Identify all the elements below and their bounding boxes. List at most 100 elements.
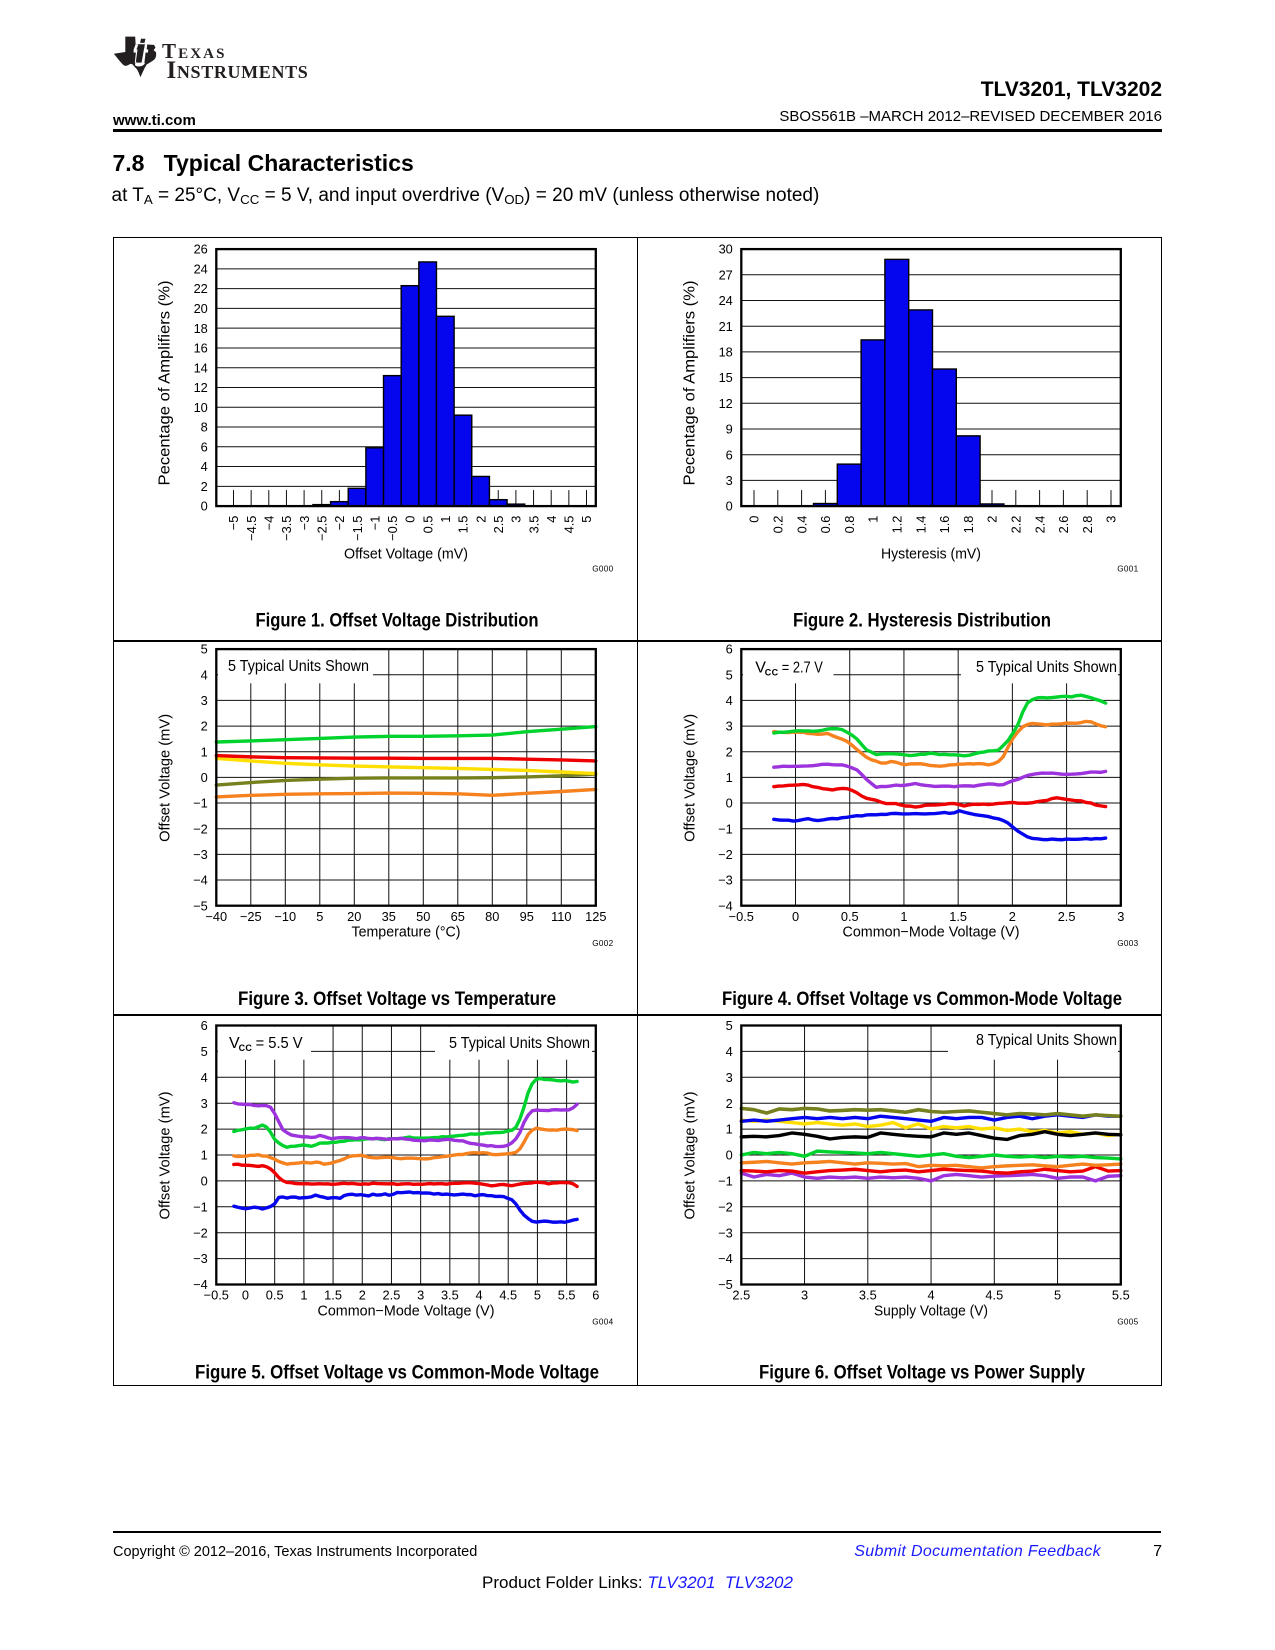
svg-text:0: 0: [201, 770, 208, 785]
svg-text:G004: G004: [592, 1318, 613, 1327]
svg-text:Offset Voltage (mV): Offset Voltage (mV): [344, 547, 468, 563]
svg-text:16: 16: [194, 341, 208, 356]
svg-text:Pecentage of Amplifiers (%): Pecentage of Amplifiers (%): [157, 281, 174, 486]
svg-text:5 Typical Units Shown: 5 Typical Units Shown: [449, 1035, 590, 1052]
svg-text:Figure 4. Offset Voltage vs Co: Figure 4. Offset Voltage vs Common-Mode …: [722, 989, 1122, 1010]
svg-text:1.5: 1.5: [949, 909, 967, 924]
svg-text:−4.5: −4.5: [244, 516, 259, 541]
svg-text:1: 1: [866, 516, 881, 523]
svg-text:−4: −4: [193, 1277, 208, 1292]
svg-text:3: 3: [417, 1288, 424, 1303]
svg-text:6: 6: [201, 1018, 208, 1033]
svg-text:−2.5: −2.5: [314, 516, 329, 541]
svg-text:2.8: 2.8: [1080, 516, 1095, 534]
svg-text:0: 0: [747, 516, 762, 523]
svg-text:−3: −3: [193, 1251, 208, 1266]
svg-text:Common−Mode Voltage (V): Common−Mode Voltage (V): [843, 925, 1020, 941]
svg-text:0: 0: [726, 499, 733, 514]
svg-text:−1: −1: [718, 1174, 733, 1189]
svg-text:Supply Voltage (V): Supply Voltage (V): [874, 1304, 988, 1320]
svg-text:0.4: 0.4: [794, 516, 809, 534]
svg-text:22: 22: [194, 281, 208, 296]
svg-text:5: 5: [726, 667, 733, 682]
svg-text:14: 14: [194, 360, 208, 375]
svg-text:−2: −2: [718, 1199, 733, 1214]
svg-text:4: 4: [475, 1288, 482, 1303]
svg-text:−2: −2: [193, 821, 208, 836]
svg-text:V: V: [755, 659, 766, 676]
svg-text:Offset Voltage (mV): Offset Voltage (mV): [683, 714, 699, 842]
svg-text:−0.5: −0.5: [204, 1288, 229, 1303]
svg-text:2: 2: [201, 719, 208, 734]
svg-text:5.5: 5.5: [558, 1288, 576, 1303]
svg-text:8 Typical Units Shown: 8 Typical Units Shown: [976, 1032, 1117, 1049]
svg-text:2: 2: [359, 1288, 366, 1303]
svg-text:21: 21: [719, 319, 733, 334]
svg-text:Figure 1. Offset Voltage Distr: Figure 1. Offset Voltage Distribution: [256, 611, 539, 632]
svg-text:50: 50: [416, 909, 430, 924]
svg-text:G002: G002: [592, 939, 613, 948]
svg-text:20: 20: [194, 301, 208, 316]
svg-text:= 5.5 V: = 5.5 V: [256, 1035, 303, 1052]
svg-text:2.5: 2.5: [732, 1288, 750, 1303]
svg-text:80: 80: [485, 909, 499, 924]
svg-text:1: 1: [726, 1122, 733, 1137]
svg-text:110: 110: [551, 909, 571, 924]
svg-text:3: 3: [801, 1288, 808, 1303]
svg-text:−5: −5: [718, 1277, 733, 1292]
svg-text:26: 26: [194, 242, 208, 257]
svg-text:4: 4: [201, 459, 208, 474]
svg-text:4: 4: [927, 1288, 934, 1303]
svg-text:5: 5: [579, 516, 594, 523]
svg-text:3: 3: [726, 719, 733, 734]
svg-text:Figure 6. Offset Voltage vs Po: Figure 6. Offset Voltage vs Power Supply: [759, 1363, 1085, 1384]
svg-text:−3.5: −3.5: [279, 516, 294, 541]
svg-text:2: 2: [201, 1122, 208, 1137]
svg-text:4: 4: [201, 1070, 208, 1085]
svg-text:−3: −3: [193, 847, 208, 862]
svg-text:−5: −5: [193, 898, 208, 913]
svg-text:G000: G000: [592, 565, 613, 574]
svg-text:4.5: 4.5: [985, 1288, 1003, 1303]
svg-text:0.8: 0.8: [842, 516, 857, 534]
svg-text:2: 2: [201, 479, 208, 494]
svg-text:4: 4: [726, 1044, 733, 1059]
svg-text:1: 1: [900, 909, 907, 924]
svg-text:24: 24: [719, 293, 733, 308]
svg-text:4.5: 4.5: [499, 1288, 517, 1303]
svg-text:0: 0: [201, 1174, 208, 1189]
svg-text:15: 15: [719, 370, 733, 385]
svg-text:−40: −40: [205, 909, 227, 924]
svg-text:2.4: 2.4: [1032, 516, 1047, 534]
svg-text:1: 1: [438, 516, 453, 523]
svg-text:20: 20: [347, 909, 361, 924]
svg-text:0.5: 0.5: [841, 909, 859, 924]
svg-text:−1: −1: [193, 1199, 208, 1214]
svg-text:3: 3: [1104, 516, 1119, 523]
svg-text:−0.5: −0.5: [729, 909, 754, 924]
svg-text:3: 3: [201, 1096, 208, 1111]
svg-text:5.5: 5.5: [1112, 1288, 1130, 1303]
svg-text:1.6: 1.6: [937, 516, 952, 534]
svg-text:G003: G003: [1117, 939, 1138, 948]
svg-text:4: 4: [726, 693, 733, 708]
svg-text:5 Typical Units Shown: 5 Typical Units Shown: [976, 659, 1117, 676]
svg-text:12: 12: [194, 380, 208, 395]
svg-text:1.8: 1.8: [961, 516, 976, 534]
svg-text:3.5: 3.5: [859, 1288, 877, 1303]
svg-text:−1.5: −1.5: [350, 516, 365, 541]
svg-text:Offset Voltage (mV): Offset Voltage (mV): [683, 1092, 699, 1220]
svg-text:−1: −1: [193, 796, 208, 811]
svg-text:1: 1: [201, 744, 208, 759]
svg-text:5 Typical Units Shown: 5 Typical Units Shown: [228, 658, 369, 675]
svg-text:2: 2: [1009, 909, 1016, 924]
svg-text:1.4: 1.4: [913, 516, 928, 534]
svg-text:24: 24: [194, 261, 208, 276]
svg-text:−4: −4: [718, 898, 733, 913]
svg-text:0: 0: [726, 1148, 733, 1163]
svg-text:−25: −25: [240, 909, 262, 924]
svg-text:2: 2: [985, 516, 1000, 523]
svg-text:−1: −1: [718, 821, 733, 836]
svg-text:6: 6: [201, 439, 208, 454]
svg-text:2: 2: [726, 1096, 733, 1111]
